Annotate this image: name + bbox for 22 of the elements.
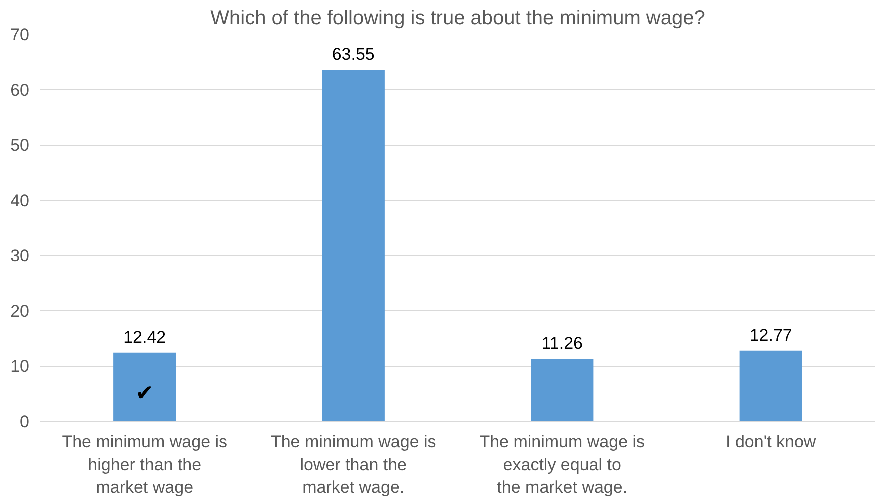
y-tick-label: 70 bbox=[10, 26, 30, 44]
y-tick-label: 20 bbox=[10, 302, 30, 321]
chart-title: Which of the following is true about the minimum wage? bbox=[210, 8, 706, 30]
bar bbox=[740, 350, 802, 422]
y-tick-label: 30 bbox=[10, 246, 30, 266]
x-tick-label: The minimum wage is lower than the market wage. bbox=[270, 432, 436, 498]
x-tick-label: I don't know bbox=[726, 432, 817, 452]
bar bbox=[114, 352, 176, 422]
x-tick-label: The minimum wage is higher than the market wage bbox=[62, 432, 228, 498]
y-tick-label: 40 bbox=[10, 191, 30, 210]
data-label: 12.42 bbox=[124, 328, 166, 347]
bar bbox=[322, 70, 385, 422]
y-tick-label: 0 bbox=[20, 412, 30, 432]
y-tick-label: 50 bbox=[10, 136, 30, 156]
bar bbox=[531, 359, 594, 422]
data-label: 12.77 bbox=[750, 326, 792, 345]
annotation: ✔ bbox=[136, 382, 154, 407]
x-tick-label: The minimum wage is exactly equal to the market wage. bbox=[480, 432, 646, 498]
data-label: 11.26 bbox=[542, 334, 584, 354]
y-tick-label: 60 bbox=[10, 80, 30, 100]
y-tick-label: 10 bbox=[10, 357, 30, 376]
data-label: 63.55 bbox=[332, 45, 375, 64]
